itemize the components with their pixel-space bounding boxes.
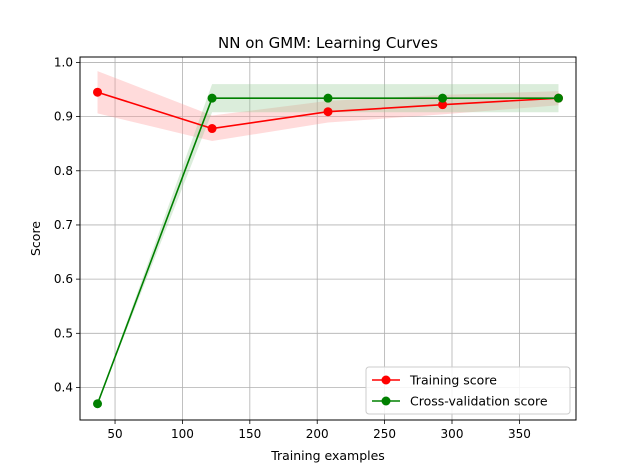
plot-frame [79,56,577,421]
training-point [207,124,217,134]
series-points [93,87,563,409]
legend-box [365,366,571,415]
cv-line [96,97,559,405]
x-tick-label: 200 [306,427,329,441]
chart-title: NN on GMM: Learning Curves [218,34,438,52]
cv-band [97,84,559,404]
y-tick-label: 0.5 [54,326,73,340]
training-point [323,107,333,117]
y-tick-label: 0.6 [54,272,73,286]
x-tick-label: 250 [373,427,396,441]
legend-cv-label: Cross-validation score [410,394,548,409]
x-axis-label: Training examples [270,448,385,463]
training-point [438,100,448,110]
x-tick-label: 50 [107,427,122,441]
x-tick-label: 300 [441,427,464,441]
cv-point [553,93,563,103]
grid [80,57,576,420]
x-tick-label: 350 [508,427,531,441]
x-axis-ticks: 50 100 150 200 250 300 350 [107,420,531,441]
training-point [93,87,103,97]
y-tick-label: 0.4 [54,380,73,394]
y-tick-label: 0.7 [54,218,73,232]
legend: Training score Cross-validation score [365,366,571,415]
y-axis-ticks: 0.4 0.5 0.6 0.7 0.8 0.9 1.0 [54,55,80,394]
series-lines [96,91,559,405]
cv-point [323,93,333,103]
legend-cv-marker [381,396,391,406]
cv-point [207,93,217,103]
y-axis-label: Score [28,221,43,256]
y-tick-label: 0.8 [54,164,73,178]
confidence-bands [97,71,559,404]
x-tick-label: 150 [238,427,261,441]
cv-point [93,399,103,409]
y-tick-label: 0.9 [54,110,73,124]
legend-training-marker [381,375,391,385]
x-tick-label: 100 [171,427,194,441]
training-band [97,71,559,141]
legend-training-label: Training score [409,373,497,388]
y-tick-label: 1.0 [54,55,73,69]
cv-point [438,93,448,103]
